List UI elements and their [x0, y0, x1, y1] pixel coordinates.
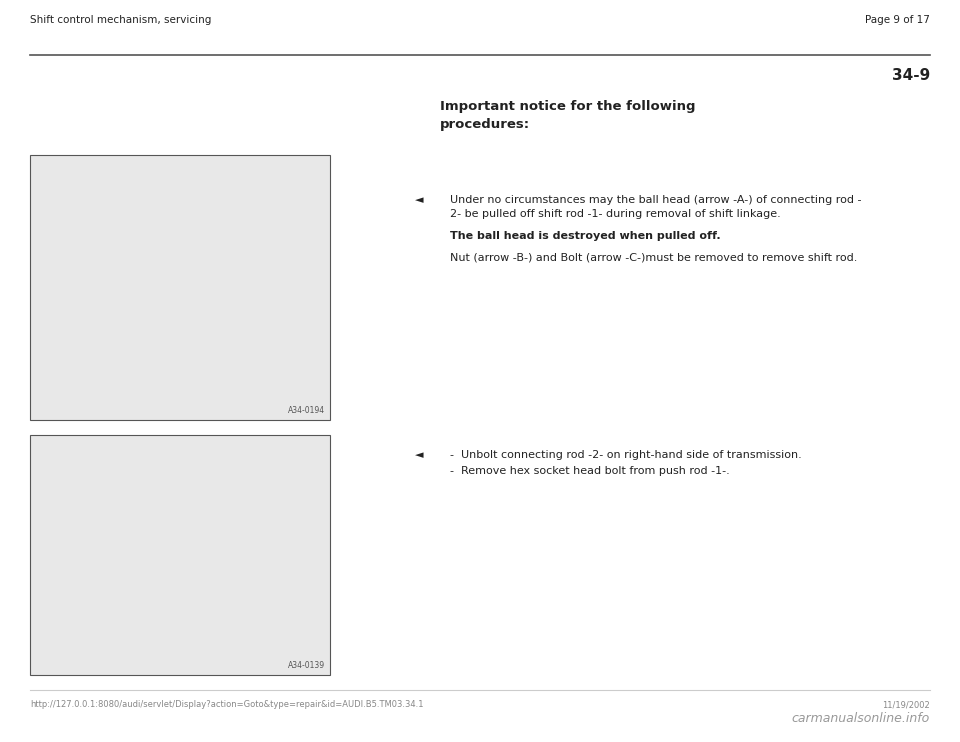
Text: 2- be pulled off shift rod -1- during removal of shift linkage.: 2- be pulled off shift rod -1- during re… [450, 209, 780, 219]
Text: Under no circumstances may the ball head (arrow -A-) of connecting rod -: Under no circumstances may the ball head… [450, 195, 861, 205]
Text: 34-9: 34-9 [892, 68, 930, 83]
Text: ◄: ◄ [415, 450, 423, 460]
Text: ◄: ◄ [415, 195, 423, 205]
Text: Page 9 of 17: Page 9 of 17 [865, 15, 930, 25]
Text: Shift control mechanism, servicing: Shift control mechanism, servicing [30, 15, 211, 25]
Bar [30, 435, 330, 675]
Text: -  Unbolt connecting rod -2- on right-hand side of transmission.: - Unbolt connecting rod -2- on right-han… [450, 450, 802, 460]
Bar [30, 155, 330, 420]
Text: The ball head is destroyed when pulled off.: The ball head is destroyed when pulled o… [450, 231, 721, 241]
Text: A34-0194: A34-0194 [288, 406, 325, 415]
Text: -  Remove hex socket head bolt from push rod -1-.: - Remove hex socket head bolt from push … [450, 466, 730, 476]
Text: 11/19/2002: 11/19/2002 [882, 700, 930, 709]
Text: carmanualsonline.info: carmanualsonline.info [792, 712, 930, 725]
Text: A34-0139: A34-0139 [288, 661, 325, 670]
Text: http://127.0.0.1:8080/audi/servlet/Display?action=Goto&type=repair&id=AUDI.B5.TM: http://127.0.0.1:8080/audi/servlet/Displ… [30, 700, 423, 709]
Text: Important notice for the following
procedures:: Important notice for the following proce… [440, 100, 695, 131]
Text: Nut (arrow -B-) and Bolt (arrow -C-)must be removed to remove shift rod.: Nut (arrow -B-) and Bolt (arrow -C-)must… [450, 253, 857, 263]
